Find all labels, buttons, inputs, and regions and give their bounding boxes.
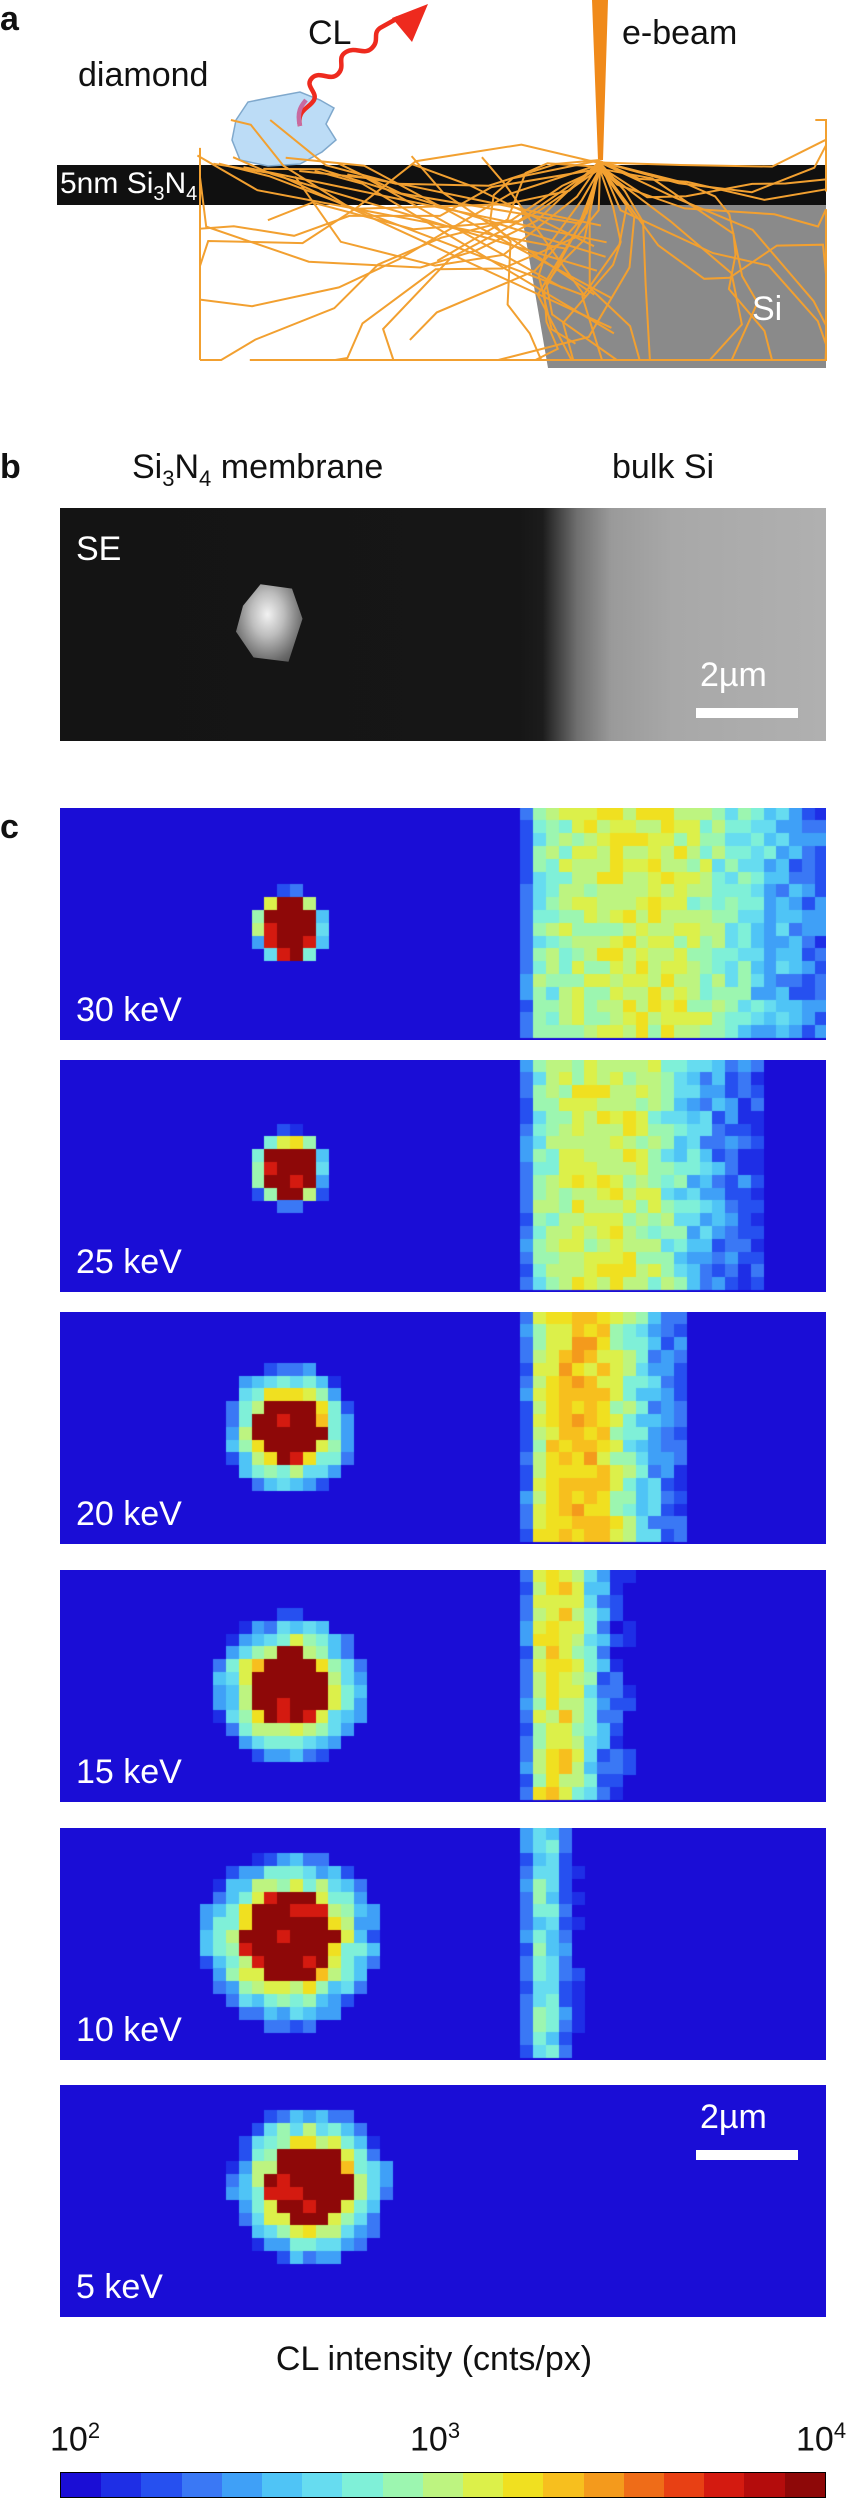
bulk-si-title: bulk Si [612, 448, 715, 486]
panel-c-letter: c [0, 808, 19, 846]
colorbar [60, 2472, 826, 2498]
trajectory-path [199, 160, 601, 269]
se-scalebar-label: 2µm [700, 656, 767, 694]
colorbar-segment [503, 2473, 544, 2497]
trajectory-path [196, 154, 567, 250]
colorbar-segment [221, 2473, 263, 2497]
cl-map: 15 keV [60, 1570, 826, 1802]
trajectory-path [599, 162, 651, 361]
colorbar-segment [101, 2473, 142, 2497]
colorbar-segment [543, 2473, 584, 2497]
colorbar-segment [342, 2473, 383, 2497]
energy-label: 5 keV [76, 2268, 163, 2306]
energy-label: 30 keV [76, 991, 182, 1029]
membrane-label: 5nm Si3N4 [60, 167, 198, 205]
trajectory-path [200, 167, 601, 361]
trajectory-path [411, 163, 595, 248]
cl-map: 20 keV [60, 1312, 826, 1544]
energy-label: 25 keV [76, 1243, 182, 1281]
cl-arrow-head [392, 4, 428, 42]
trajectory-path [232, 156, 598, 272]
bulk-silicon-block [520, 205, 826, 368]
trajectory-path [263, 167, 606, 258]
cl-map-pixels [60, 1570, 826, 1802]
trajectory-path [481, 156, 586, 296]
colorbar-segment [382, 2473, 423, 2497]
se-scalebar [696, 708, 798, 718]
colorbar-tick-max: 104 [796, 2418, 847, 2459]
diamond-label: diamond [78, 56, 209, 94]
cl-scalebar-label: 2µm [700, 2098, 767, 2136]
trajectory-path [267, 163, 601, 231]
cl-map-pixels [60, 1828, 826, 2060]
colorbar-segment [784, 2473, 825, 2497]
trajectory-path [285, 156, 613, 300]
colorbar-segment [463, 2473, 504, 2497]
cl-map-pixels [60, 1312, 826, 1544]
si-label: Si [752, 290, 783, 328]
cl-map-pixels [60, 808, 826, 1040]
colorbar-segment [181, 2473, 222, 2497]
cl-emission-wave [297, 16, 400, 127]
trajectory-path [218, 162, 587, 298]
energy-label: 20 keV [76, 1495, 182, 1533]
trajectory-path [535, 169, 601, 361]
ebeam-label: e-beam [622, 14, 738, 52]
cl-map-pixels [60, 2085, 826, 2317]
diamond-particle [231, 91, 337, 167]
panel-a-letter: a [0, 0, 19, 38]
trajectory-path [294, 162, 601, 267]
cl-map: 10 keV [60, 1828, 826, 2060]
panel-a-figure [57, 0, 827, 368]
colorbar-segment [61, 2473, 102, 2497]
trajectory-path [381, 167, 601, 361]
trajectory-path [599, 165, 827, 280]
panel-b-letter: b [0, 448, 21, 486]
colorbar-tick-mid: 103 [410, 2418, 461, 2459]
cl-map: 30 keV [60, 808, 826, 1040]
diamond-se-image [236, 584, 303, 662]
cl-map: 5 keV [60, 2085, 826, 2317]
se-image [60, 508, 826, 741]
colorbar-segment [141, 2473, 182, 2497]
membrane-title: Si3N4 membrane [132, 448, 384, 491]
colorbar-segment [262, 2473, 303, 2497]
electron-trajectories [196, 119, 827, 361]
cl-map-pixels [60, 1060, 826, 1292]
colorbar-segment [583, 2473, 624, 2497]
cl-label: CL [308, 14, 352, 52]
trajectory-path [599, 119, 827, 194]
trajectory-path [274, 166, 601, 361]
trajectory-path [199, 147, 601, 308]
trajectory-path [599, 120, 827, 168]
trajectory-path [599, 165, 827, 199]
colorbar-segment [623, 2473, 665, 2497]
se-mode-label: SE [76, 530, 122, 568]
trajectory-path [409, 169, 601, 341]
colorbar-segment [744, 2473, 785, 2497]
energy-label: 10 keV [76, 2011, 182, 2049]
trajectory-path [314, 169, 615, 335]
cl-map: 25 keV [60, 1060, 826, 1292]
colorbar-segment [664, 2473, 705, 2497]
trajectory-path [410, 155, 595, 296]
cl-scalebar [696, 2150, 798, 2160]
colorbar-tick-min: 102 [50, 2418, 101, 2459]
colorbar-segment [302, 2473, 343, 2497]
ebeam [592, 0, 608, 160]
colorbar-segment [422, 2473, 464, 2497]
energy-label: 15 keV [76, 1753, 182, 1791]
colorbar-segment [704, 2473, 745, 2497]
trajectory-path [269, 119, 601, 187]
colorbar-title: CL intensity (cnts/px) [275, 2340, 593, 2378]
trajectory-path [563, 160, 759, 361]
